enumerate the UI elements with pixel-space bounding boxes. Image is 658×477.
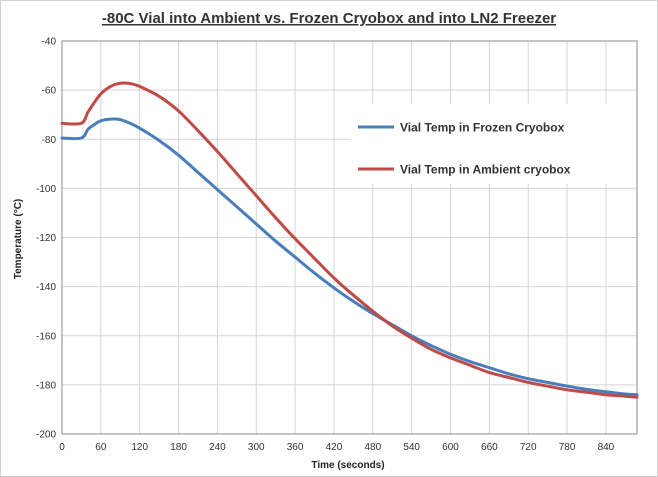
y-tick-label: -40: [42, 37, 57, 48]
y-tick-label: -180: [36, 380, 56, 391]
y-tick-label: -80: [42, 135, 57, 146]
y-tick-label: -140: [36, 282, 56, 293]
plot-area: [61, 40, 638, 435]
x-tick-label: 720: [520, 442, 537, 453]
x-tick-label: 840: [598, 442, 615, 453]
y-axis-label: Temperature (°C): [13, 199, 24, 280]
legend-box: [351, 104, 636, 184]
x-tick-label: 120: [131, 442, 148, 453]
legend-label: Vial Temp in Frozen Cryobox: [400, 121, 565, 135]
y-tick-label: -120: [36, 233, 56, 244]
x-tick-label: 240: [209, 442, 226, 453]
y-tick-label: -100: [36, 184, 56, 195]
series-line-1: [60, 117, 639, 397]
y-tick-label: -160: [36, 331, 56, 342]
x-tick-label: 540: [403, 442, 420, 453]
x-tick-label: 600: [442, 442, 459, 453]
x-tick-label: 420: [326, 442, 343, 453]
x-tick-label: 0: [59, 442, 65, 453]
y-tick-label: -200: [36, 430, 56, 441]
x-axis-label: Time (seconds): [311, 460, 384, 471]
series-line-2: [60, 81, 639, 399]
x-tick-label: 180: [170, 442, 187, 453]
x-tick-label: 60: [95, 442, 107, 453]
x-axis-ticks: 0 60 120 180 240 300 360 420 480 540 600 660 720 780 8…: [59, 442, 614, 453]
x-tick-label: 300: [248, 442, 265, 453]
y-axis-ticks: -40 -60 -80 -100 -120 -140 -160 -180 -200: [36, 37, 56, 441]
gridlines: [61, 40, 637, 435]
x-tick-label: 780: [559, 442, 576, 453]
legend-label: Vial Temp in Ambient cryobox: [400, 163, 571, 177]
x-tick-label: 480: [364, 442, 381, 453]
chart-title: -80C Vial into Ambient vs. Frozen Cryobo…: [102, 10, 556, 27]
series-lines: [60, 81, 639, 399]
x-tick-label: 360: [287, 442, 304, 453]
legend: Vial Temp in Frozen Cryobox Vial Temp in …: [358, 121, 571, 177]
x-tick-label: 660: [481, 442, 498, 453]
y-tick-label: -60: [42, 86, 57, 97]
